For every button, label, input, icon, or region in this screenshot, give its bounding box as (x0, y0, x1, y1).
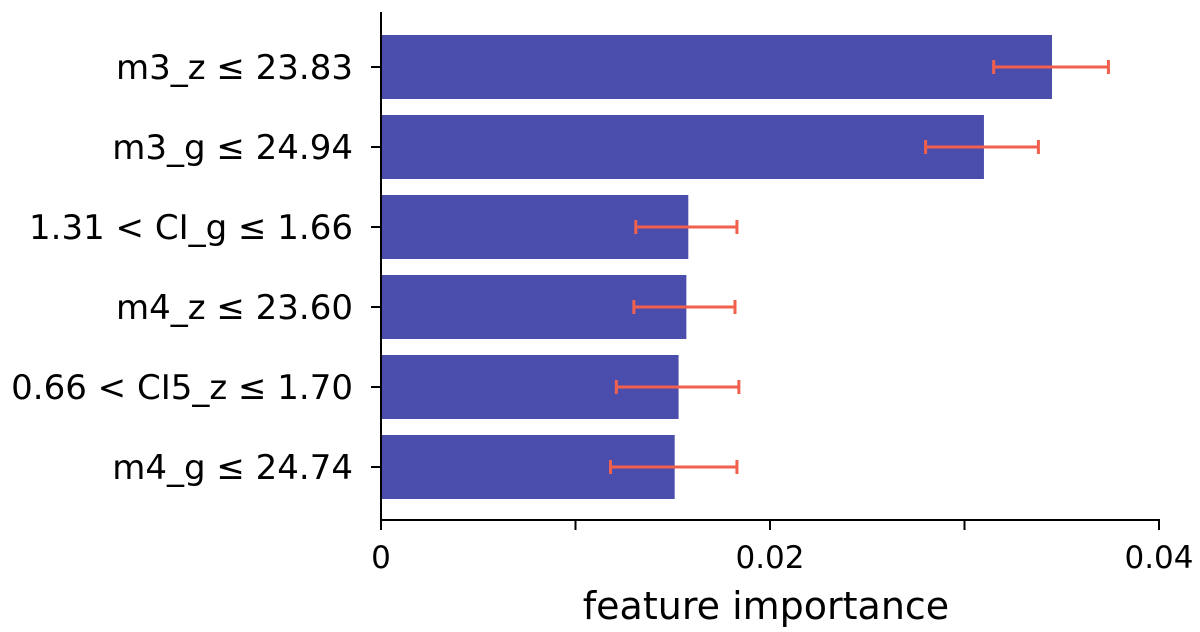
y-tick-label: 1.31 < CI_g ≤ 1.66 (29, 208, 353, 248)
x-axis-label: feature importance (583, 584, 949, 627)
error-bars-group (609, 60, 1110, 474)
x-tick-label: 0 (371, 540, 391, 576)
x-ticks-group: 0 0.02 0.04 (371, 520, 1194, 576)
y-tick-label: m3_g ≤ 24.94 (112, 128, 353, 168)
x-tick-label: 0.04 (1124, 540, 1193, 576)
bar (381, 115, 984, 179)
y-ticks-group: m3_z ≤ 23.83 m3_g ≤ 24.94 1.31 < CI_g ≤ 1.… (11, 48, 381, 488)
y-tick-label: m4_z ≤ 23.60 (116, 288, 353, 328)
bars-group (381, 35, 1053, 499)
y-tick-label: 0.66 < CI5_z ≤ 1.70 (11, 368, 353, 408)
y-tick-label: m4_g ≤ 24.74 (112, 448, 353, 488)
x-tick-label: 0.02 (735, 540, 804, 576)
bar (381, 35, 1053, 99)
y-tick-label: m3_z ≤ 23.83 (116, 48, 353, 88)
